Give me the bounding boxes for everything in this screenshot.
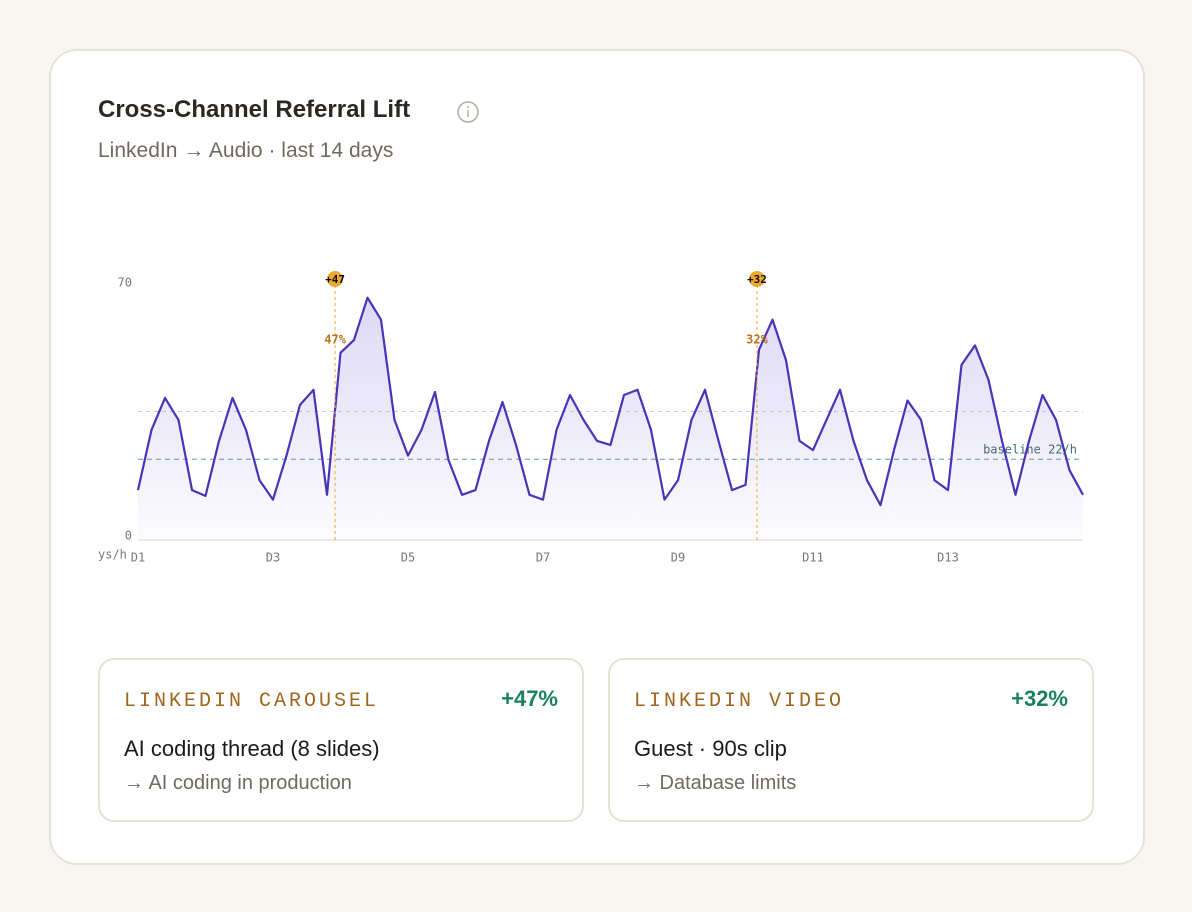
x-tick-label: D1 xyxy=(131,551,145,565)
area xyxy=(138,297,1083,540)
x-tick-label: D3 xyxy=(266,551,280,565)
y-axis-label: ys/h xyxy=(98,548,127,562)
annotation-marker: +47 xyxy=(325,273,345,286)
annotation-label: 32% xyxy=(746,333,768,347)
lift: +47% xyxy=(501,686,558,711)
x-tick-label: D11 xyxy=(802,551,824,565)
x-tick-label: D13 xyxy=(937,551,959,565)
line xyxy=(136,296,1084,507)
lift: +32% xyxy=(1011,686,1068,711)
channel: LINKEDIN CAROUSEL xyxy=(124,690,380,713)
x-tick-label: D9 xyxy=(671,551,685,565)
annotation-marker: +32 xyxy=(747,273,767,286)
annotation-dot xyxy=(327,271,344,287)
card-target: → AI coding in production xyxy=(124,772,352,794)
card-title: Guest · 90s clip xyxy=(634,736,787,761)
subtitle: LinkedIn → Audio · last 14 days xyxy=(98,139,394,162)
card[interactable]: LINKEDIN CAROUSEL +47% AI coding thread … xyxy=(98,658,584,822)
y-tick-label: 70 xyxy=(118,276,132,290)
card-target: → Database limits xyxy=(634,772,797,794)
annotation-dot xyxy=(748,271,765,287)
x-tick-label: D5 xyxy=(401,551,415,565)
annotation-label: 47% xyxy=(324,333,346,347)
y-tick-label: 0 xyxy=(125,529,132,543)
card[interactable]: LINKEDIN VIDEO +32% Guest · 90s clip → D… xyxy=(608,658,1094,822)
title: Cross-Channel Referral Lift xyxy=(98,96,411,123)
info-icon[interactable] xyxy=(456,100,480,124)
card-title: AI coding thread (8 slides) xyxy=(124,736,380,761)
x-tick-label: D7 xyxy=(536,551,550,565)
channel: LINKEDIN VIDEO xyxy=(634,690,845,713)
